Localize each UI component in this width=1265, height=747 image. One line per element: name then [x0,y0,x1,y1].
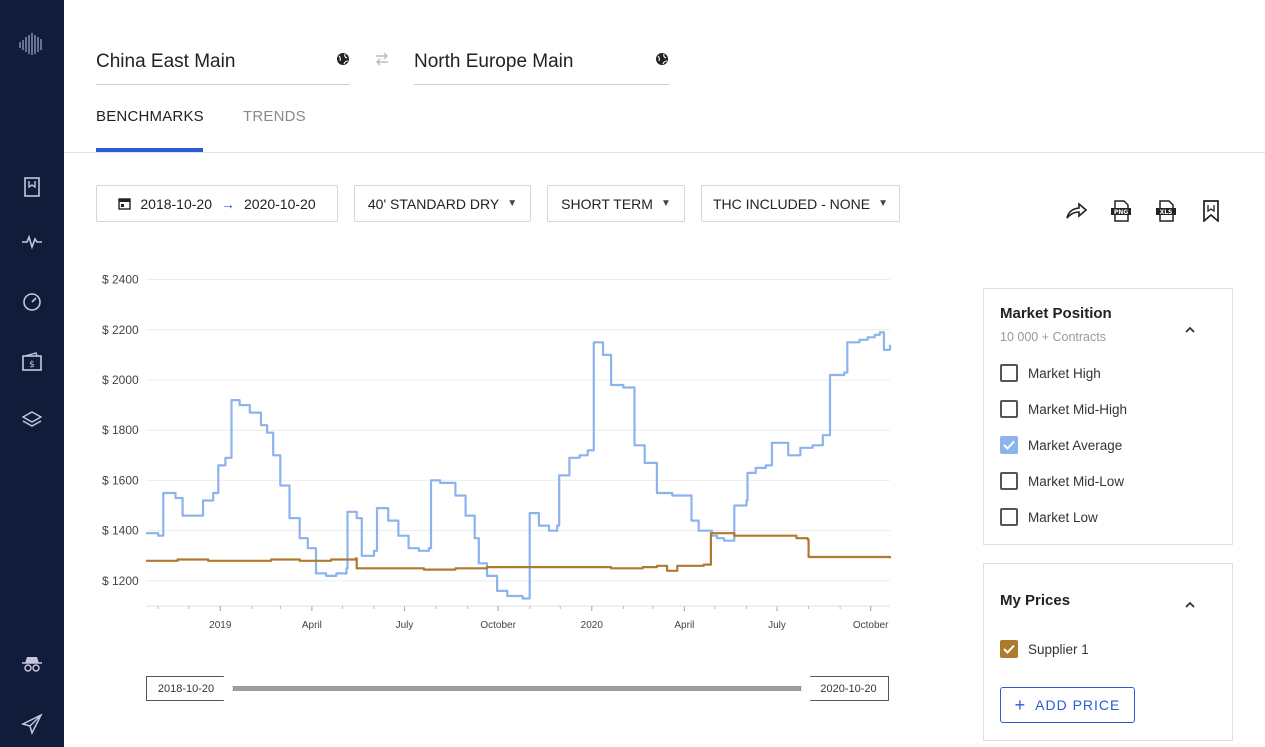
gauge-icon[interactable] [20,290,44,314]
x-tick-label: 2019 [209,620,232,631]
svg-text:PNG: PNG [1114,209,1128,216]
range-slider-track[interactable] [230,686,802,691]
layers-icon[interactable] [20,408,44,432]
plus-icon: + [1014,694,1026,715]
series-line [146,331,892,600]
benchmark-chart: $ 2400 $ 2200 $ 2000 $ 1800 $ 1600 $ 1400 $ 12… [96,262,896,642]
wallet-icon[interactable]: $ [20,350,44,374]
x-tick-label: April [674,620,694,631]
date-to: 2020-10-20 [244,195,316,212]
option-market-average[interactable]: Market Average [1000,435,1122,455]
plane-icon[interactable] [20,712,44,736]
x-tick-label: 2020 [581,620,604,631]
checkbox-checked[interactable] [1000,436,1018,454]
png-export-icon[interactable]: PNG [1109,199,1133,223]
option-label: Supplier 1 [1028,641,1089,657]
option-market-low[interactable]: Market Low [1000,507,1098,527]
svg-text:$: $ [29,360,35,370]
globe-icon[interactable] [655,52,669,66]
date-from: 2018-10-20 [140,195,212,212]
x-tick-label: October [853,620,889,631]
my-prices-title: My Prices [1000,592,1071,609]
x-tick-label: April [302,620,322,631]
series-line [146,532,892,572]
container-dropdown[interactable]: 40' STANDARD DRY ▼ [354,185,531,222]
bookmark-icon[interactable] [1199,199,1223,223]
thc-dropdown[interactable]: THC INCLUDED - NONE ▼ [701,185,900,222]
term-label: SHORT TERM [561,195,653,212]
option-supplier-1[interactable]: Supplier 1 [1000,639,1089,659]
pulse-icon[interactable] [20,230,44,254]
container-label: 40' STANDARD DRY [367,195,500,212]
y-tick-label: $ 1200 [102,574,139,588]
option-market-high[interactable]: Market High [1000,363,1101,383]
calendar-icon [118,197,132,210]
option-label: Market High [1028,365,1101,381]
swap-icon[interactable] [374,52,390,66]
chevron-down-icon: ▼ [878,198,889,209]
sidebar: $ [0,0,64,747]
tab-trends[interactable]: TRENDS [243,108,306,125]
y-tick-label: $ 1400 [102,524,139,538]
tab-benchmarks[interactable]: BENCHMARKS [96,108,204,125]
market-position-subtitle: 10 000 + Contracts [1000,330,1106,344]
chevron-down-icon: ▼ [660,198,671,209]
xls-export-icon[interactable]: XLS [1154,199,1178,223]
thc-label: THC INCLUDED - NONE [712,195,871,212]
option-label: Market Average [1028,437,1123,453]
bookmark-icon[interactable] [20,175,44,199]
range-start-label: 2018-10-20 [157,682,215,695]
option-label: Market Mid-Low [1028,473,1125,489]
origin-field[interactable]: China East Main [96,40,350,85]
add-price-button[interactable]: + ADD PRICE [1000,687,1135,723]
option-market-mid-high[interactable]: Market Mid-High [1000,399,1127,419]
origin-label: China East Main [96,51,236,72]
chevron-up-icon[interactable] [1184,320,1196,333]
option-label: Market Mid-High [1028,401,1128,417]
checkbox[interactable] [1000,400,1018,418]
x-tick-label: October [480,620,516,631]
chart-svg: $ 2400 $ 2200 $ 2000 $ 1800 $ 1600 $ 1400 $ 12… [102,273,892,631]
check-icon [1003,644,1015,654]
check-icon [1003,440,1015,450]
range-end-label: 2020-10-20 [820,682,877,695]
range-end-handle[interactable]: 2020-10-20 [800,676,889,701]
y-tick-label: $ 1800 [102,423,139,437]
arrow-right-icon: → [221,195,235,212]
add-price-label: ADD PRICE [1035,697,1121,713]
range-start-handle[interactable]: 2018-10-20 [146,676,234,701]
destination-label: North Europe Main [414,51,574,72]
divider [64,152,1265,153]
x-tick-label: July [768,620,786,631]
y-tick-label: $ 2000 [102,373,139,387]
my-prices-card: My Prices Supplier 1 + ADD PRICE [983,563,1233,741]
destination-field[interactable]: North Europe Main [414,40,669,85]
share-icon[interactable] [1064,199,1088,223]
y-tick-label: $ 1600 [102,473,139,487]
checkbox[interactable] [1000,364,1018,382]
chevron-down-icon: ▼ [507,198,518,209]
date-range-picker[interactable]: 2018-10-20 → 2020-10-20 [96,185,338,222]
svg-text:XLS: XLS [1160,209,1173,216]
option-label: Market Low [1028,509,1098,525]
y-tick-label: $ 2400 [102,273,139,287]
active-tab-indicator [96,148,203,152]
market-position-card: Market Position 10 000 + Contracts Marke… [983,288,1233,545]
term-dropdown[interactable]: SHORT TERM ▼ [547,185,685,222]
market-position-title: Market Position [1000,305,1112,322]
x-tick-label: July [396,620,414,631]
chevron-up-icon[interactable] [1184,595,1196,608]
option-market-mid-low[interactable]: Market Mid-Low [1000,471,1124,491]
y-tick-label: $ 2200 [102,323,139,337]
checkbox[interactable] [1000,508,1018,526]
checkbox-checked[interactable] [1000,640,1018,658]
globe-icon[interactable] [336,52,350,66]
incognito-icon[interactable] [20,652,44,676]
checkbox[interactable] [1000,472,1018,490]
logo-icon[interactable] [18,32,46,56]
